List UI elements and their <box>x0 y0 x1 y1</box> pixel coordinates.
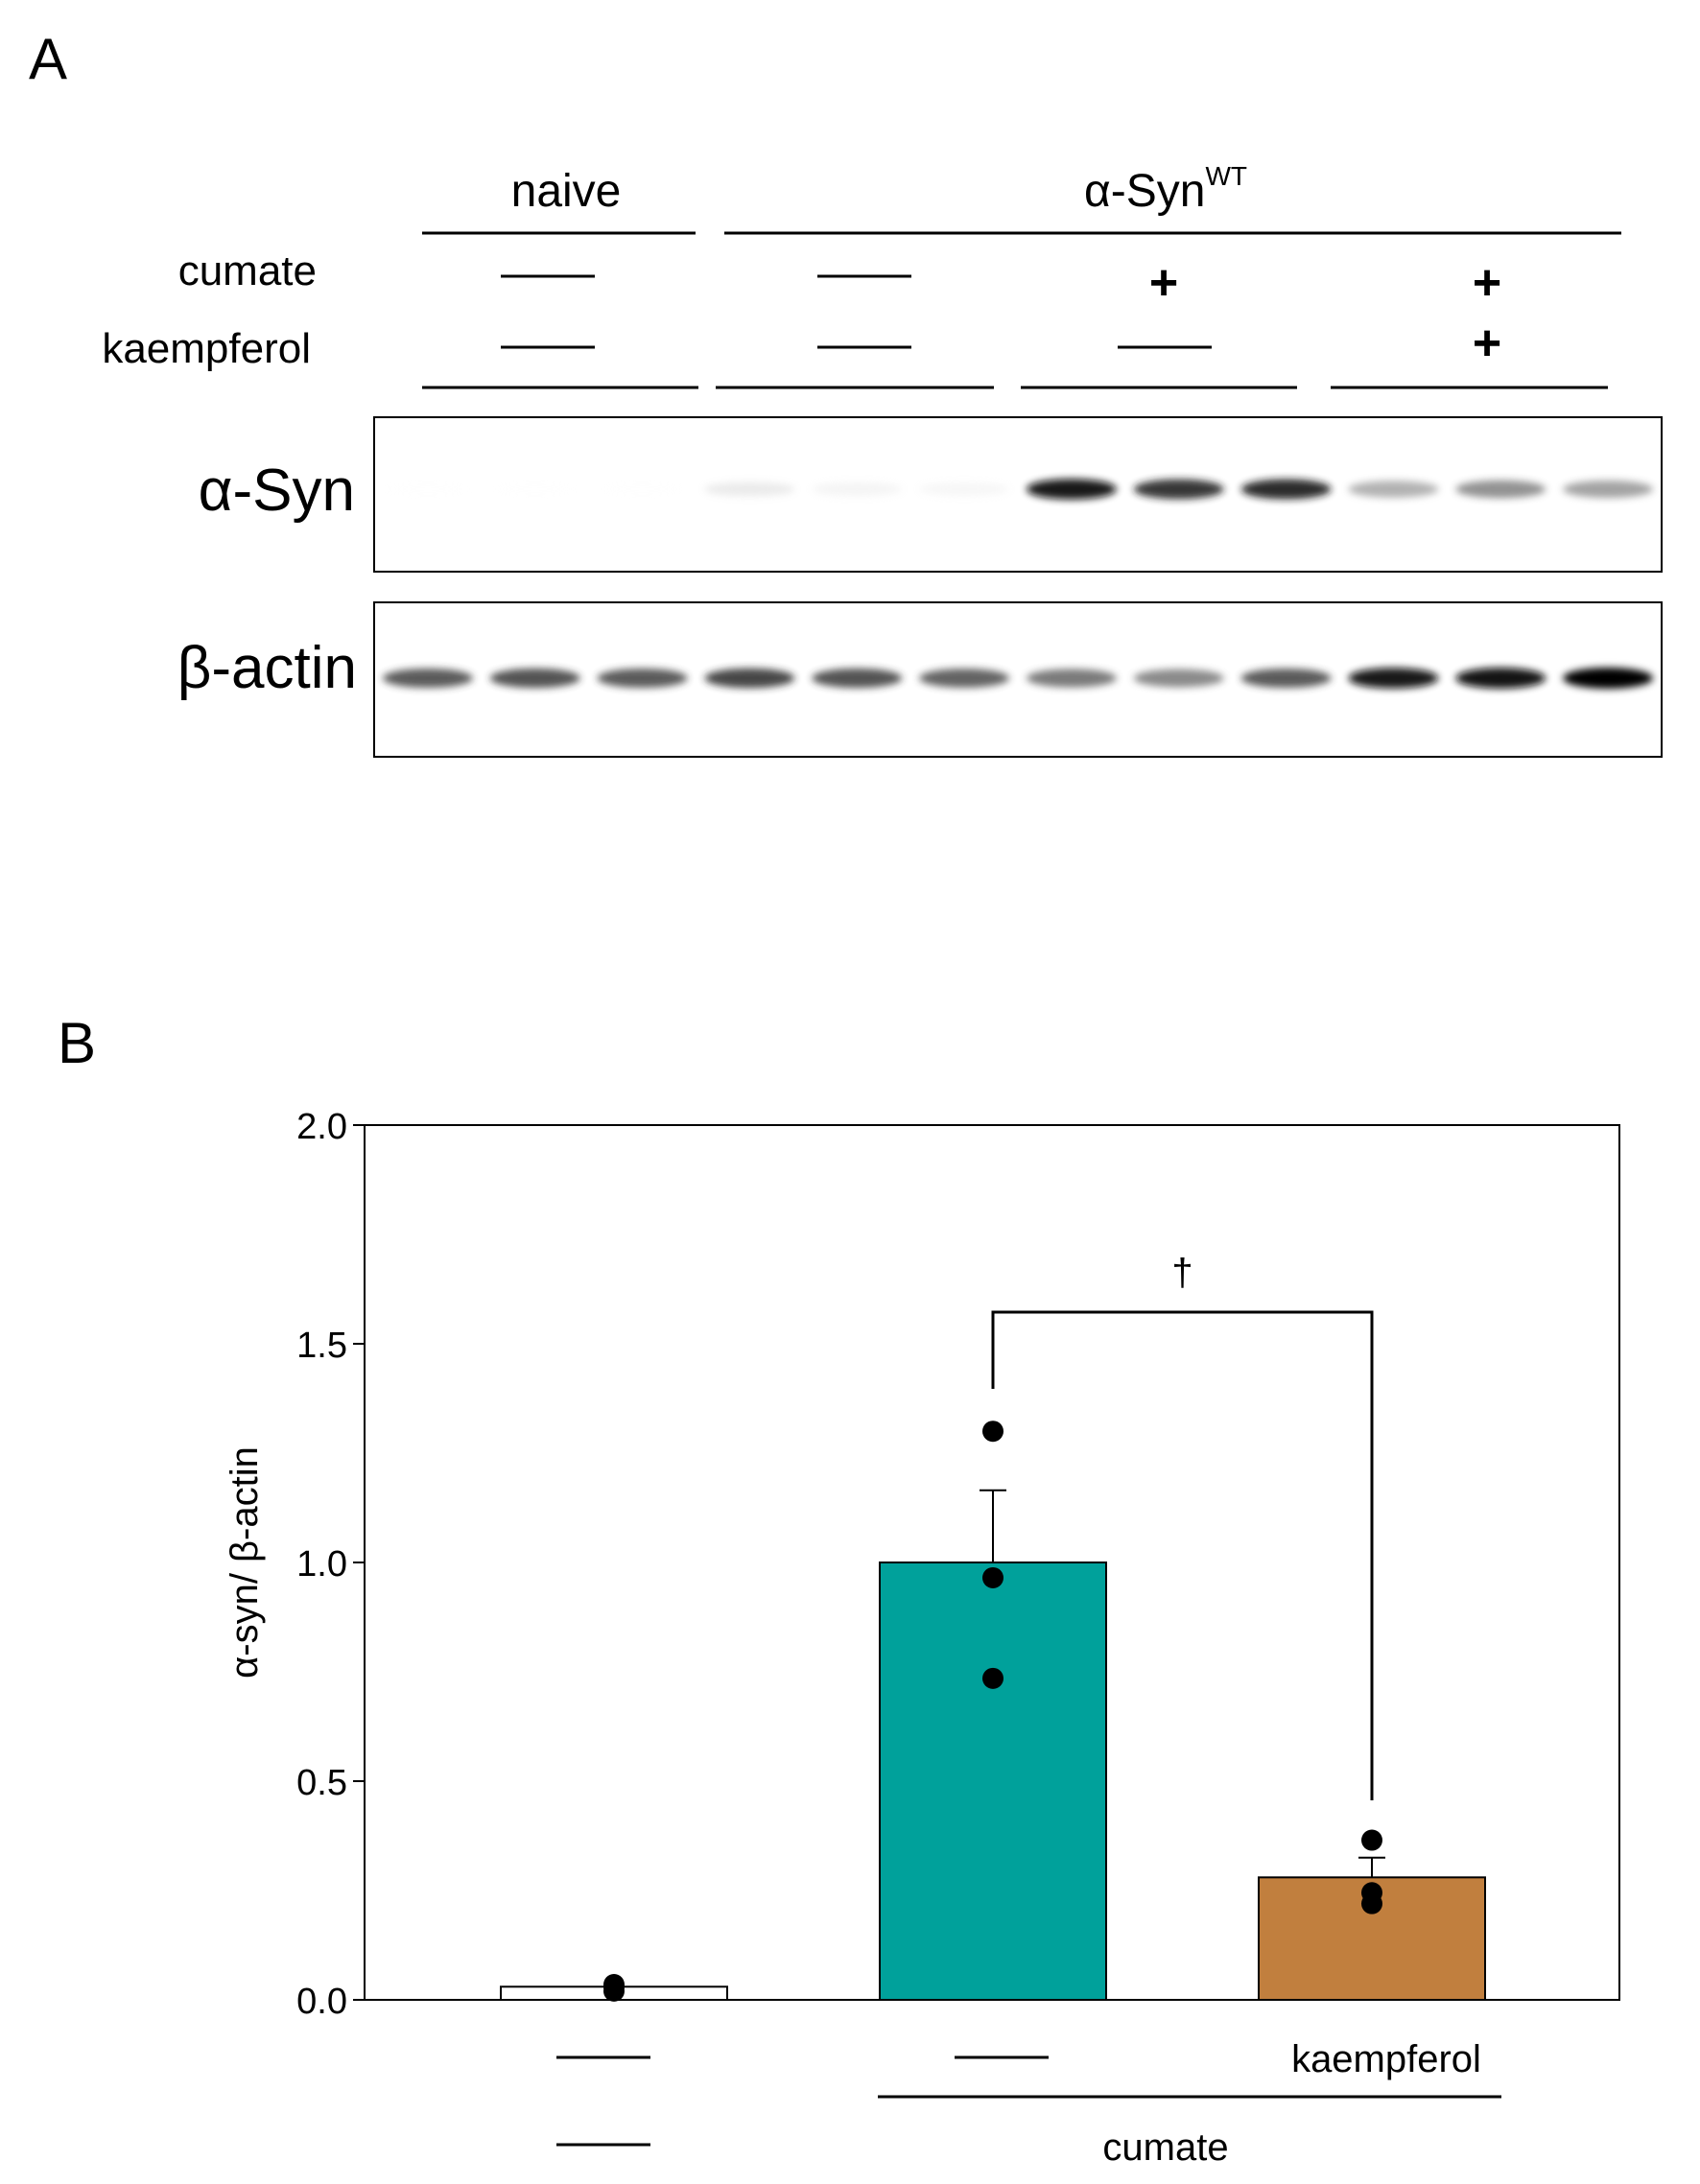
syn-blot-box <box>373 416 1663 573</box>
naive-group-label: naive <box>511 166 622 217</box>
actin-band-11 <box>1455 668 1547 689</box>
syn-group-label: α-SynWT <box>1084 161 1247 217</box>
syn-band-3 <box>597 482 688 496</box>
syn-group-sup: WT <box>1205 161 1247 191</box>
actin-band-12 <box>1563 668 1654 689</box>
syn-band-4 <box>704 481 795 497</box>
syn-band-5 <box>812 482 903 496</box>
data-point-2-1 <box>982 1421 1003 1443</box>
panel-a-letter: A <box>29 27 67 91</box>
bar-2 <box>879 1562 1107 2001</box>
y-tick-label-4: 2.0 <box>296 1107 347 1147</box>
actin-band-9 <box>1240 669 1332 688</box>
bar3-kaempferol-label: kaempferol <box>1291 2038 1481 2080</box>
bracket-line <box>991 1310 1374 1800</box>
kaempferol-plus-4: + <box>1473 316 1501 371</box>
actin-band-10 <box>1348 668 1439 689</box>
data-point-2-3 <box>982 1667 1003 1689</box>
syn-blot-label: α-Syn <box>199 458 355 524</box>
syn-band-9 <box>1240 479 1332 500</box>
panel-b-letter: B <box>58 1011 96 1075</box>
cumate-plus-4: + <box>1473 255 1501 311</box>
y-tick-label-1: 0.5 <box>296 1763 347 1803</box>
actin-band-3 <box>597 669 688 688</box>
significance-bracket: † <box>991 1252 1374 1800</box>
bars <box>500 1421 1486 2002</box>
x-annotations: kaempferol cumate <box>556 2038 1501 2169</box>
y-axis-label: α-syn/ β-actin <box>224 1446 266 1679</box>
syn-band-7 <box>1026 479 1117 500</box>
actin-blot-box <box>373 601 1663 758</box>
actin-blot-label: β-actin <box>177 635 357 701</box>
syn-band-2 <box>489 482 580 496</box>
treatment-marks: + + + <box>501 255 1501 371</box>
y-tick-label-2: 1.0 <box>296 1544 347 1585</box>
syn-band-6 <box>919 482 1010 496</box>
syn-band-10 <box>1348 481 1439 498</box>
actin-band-4 <box>704 668 795 689</box>
syn-band-12 <box>1563 481 1654 498</box>
syn-bands <box>382 479 1654 500</box>
data-point-1-3 <box>603 1974 625 1996</box>
y-axis: 0.0 0.5 1.0 1.5 2.0 <box>296 1107 365 2022</box>
data-point-3-3 <box>1361 1892 1382 1914</box>
y-tick-label-0: 0.0 <box>296 1982 347 2022</box>
actin-band-8 <box>1133 669 1224 688</box>
actin-band-7 <box>1026 669 1117 688</box>
cumate-label: cumate <box>1102 2126 1228 2169</box>
actin-band-1 <box>382 669 473 688</box>
significance-mark: † <box>1171 1252 1192 1294</box>
syn-band-11 <box>1455 480 1547 499</box>
syn-band-8 <box>1133 479 1224 500</box>
y-tick-label-3: 1.5 <box>296 1326 347 1366</box>
bar-chart: 0.0 0.5 1.0 1.5 2.0 α-syn/ β-actin † <box>224 1107 1620 2022</box>
syn-group-main: α-Syn <box>1084 166 1205 217</box>
kaempferol-row-label: kaempferol <box>102 325 311 372</box>
actin-band-6 <box>919 669 1010 688</box>
cumate-plus-3: + <box>1149 255 1178 311</box>
data-point-3-1 <box>1361 1829 1382 1851</box>
syn-band-1 <box>382 482 473 496</box>
actin-band-5 <box>812 668 903 689</box>
actin-bands <box>382 668 1654 689</box>
cumate-row-label: cumate <box>178 247 317 294</box>
actin-band-2 <box>489 668 580 689</box>
data-point-2-2 <box>982 1566 1003 1588</box>
